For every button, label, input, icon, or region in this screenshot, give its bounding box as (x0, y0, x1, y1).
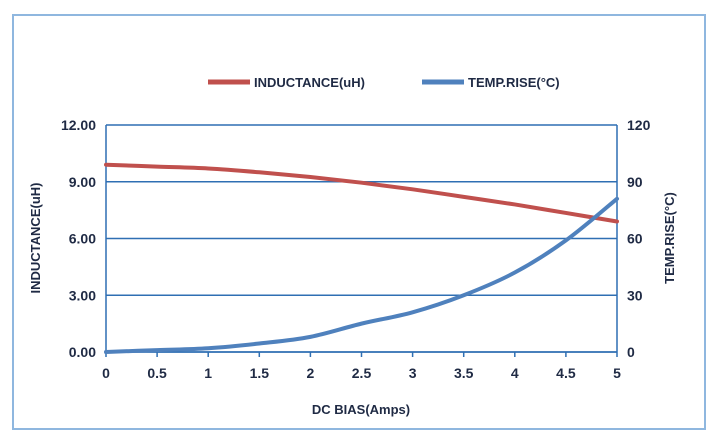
x-tick-label: 3.5 (454, 365, 474, 381)
x-tick-label: 4 (511, 365, 519, 381)
y-left-tick-label: 9.00 (69, 174, 96, 190)
y-right-tick-label: 90 (627, 174, 643, 190)
x-tick-label: 2.5 (352, 365, 372, 381)
x-tick-label: 4.5 (556, 365, 576, 381)
x-tick-label: 3 (409, 365, 417, 381)
y-right-axis-title: TEMP.RISE(°C) (662, 192, 677, 284)
legend-label-temp-rise: TEMP.RISE(°C) (468, 75, 560, 90)
y-right-tick-label: 30 (627, 287, 643, 303)
y-left-axis-title: INDUCTANCE(uH) (28, 183, 43, 294)
x-axis-title: DC BIAS(Amps) (312, 402, 410, 417)
y-right-tick-label: 0 (627, 344, 635, 360)
y-left-tick-label: 3.00 (69, 287, 96, 303)
x-tick-label: 5 (613, 365, 621, 381)
tick-labels: 0 0.5 1 1.5 2 2.5 3 3.5 4 4.5 5 0.00 3.00 6.00 9.00 12.… (61, 117, 651, 381)
series-lines (104, 162, 619, 354)
legend: INDUCTANCE(uH) TEMP.RISE(°C) (208, 75, 560, 90)
x-tick-label: 2 (307, 365, 315, 381)
x-tick-label: 0 (102, 365, 110, 381)
legend-label-inductance: INDUCTANCE(uH) (254, 75, 365, 90)
x-tick-label: 1.5 (250, 365, 270, 381)
grid-lines (106, 124, 617, 353)
x-tick-label: 1 (204, 365, 212, 381)
y-left-tick-label: 0.00 (69, 344, 96, 360)
y-right-tick-label: 60 (627, 231, 643, 247)
series-line-temp-rise (104, 196, 619, 354)
x-tick-label: 0.5 (147, 365, 167, 381)
series-line-inductance (104, 162, 619, 224)
y-left-tick-label: 6.00 (69, 231, 96, 247)
y-left-tick-label: 12.00 (61, 117, 96, 133)
y-right-tick-label: 120 (627, 117, 651, 133)
